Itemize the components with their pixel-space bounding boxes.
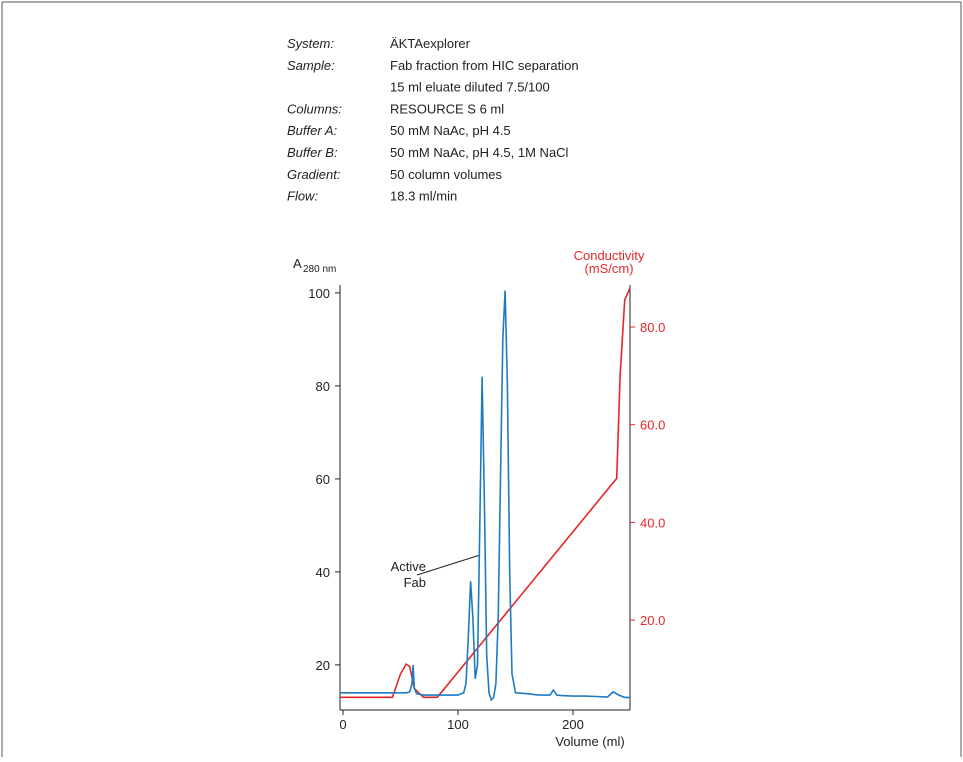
y-label: A <box>293 256 302 271</box>
info-label: Flow: <box>287 189 318 204</box>
info-value: RESOURCE S 6 ml <box>390 101 504 116</box>
x-tick-label: 0 <box>339 717 346 732</box>
y-label-sub: 280 nm <box>303 264 336 275</box>
y2-tick-label: 80.0 <box>640 320 665 335</box>
series-line <box>340 290 630 702</box>
info-value: 18.3 ml/min <box>390 189 457 204</box>
info-label: Sample: <box>287 58 335 73</box>
annotation: Fab <box>404 575 426 590</box>
info-value: 50 mM NaAc, pH 4.5, 1M NaCl <box>390 145 569 160</box>
info-value: ÄKTAexplorer <box>390 36 471 51</box>
y-tick-label: 100 <box>308 286 330 301</box>
y2-tick-label: 60.0 <box>640 418 665 433</box>
info-label: Columns: <box>287 101 342 116</box>
info-value: 50 mM NaAc, pH 4.5 <box>390 123 511 138</box>
info-label: Buffer A: <box>287 123 337 138</box>
y-tick-label: 60 <box>316 472 330 487</box>
y2-tick-label: 40.0 <box>640 515 665 530</box>
info-value: 15 ml eluate diluted 7.5/100 <box>390 80 550 95</box>
y-tick-label: 20 <box>316 658 330 673</box>
x-tick-label: 100 <box>447 717 469 732</box>
info-label: Buffer B: <box>287 145 338 160</box>
info-value: Fab fraction from HIC separation <box>390 58 579 73</box>
x-label: Volume (ml) <box>555 734 624 749</box>
info-label: Gradient: <box>287 167 341 182</box>
series-line <box>340 287 631 699</box>
y2-tick-label: 20.0 <box>640 613 665 628</box>
annotation-line <box>416 554 481 576</box>
y-tick-label: 40 <box>316 565 330 580</box>
info-label: System: <box>287 36 334 51</box>
y2-label: (mS/cm) <box>584 261 633 276</box>
y-tick-label: 80 <box>316 379 330 394</box>
y2-label: Conductivity <box>574 248 645 263</box>
info-value: 50 column volumes <box>390 167 502 182</box>
x-tick-label: 200 <box>562 717 584 732</box>
annotation: Active <box>391 559 426 574</box>
